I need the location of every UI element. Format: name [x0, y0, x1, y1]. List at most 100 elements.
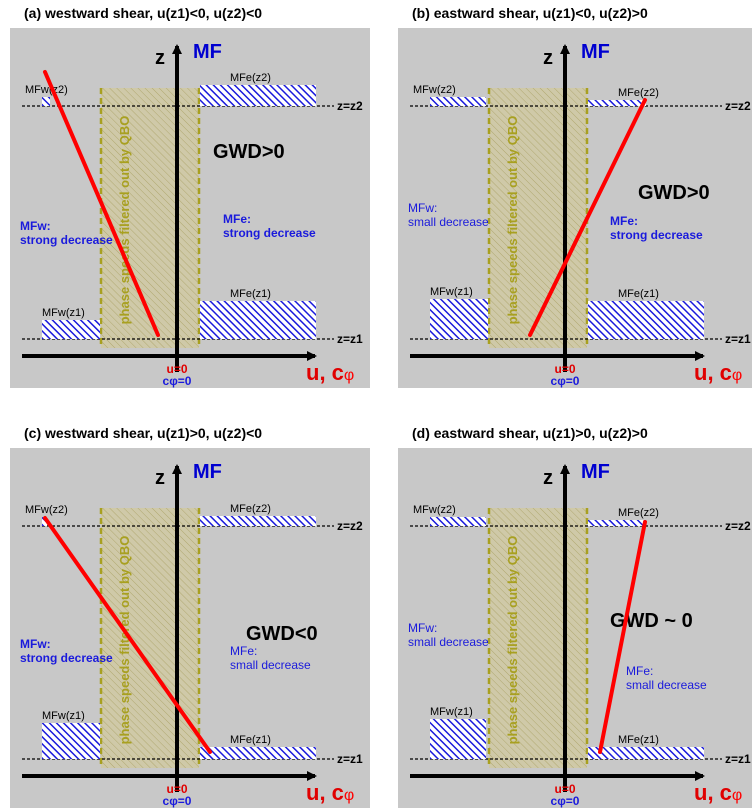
phi-symbol: φ [344, 367, 354, 384]
panel-a: (a) westward shear, u(z1)<0, u(z2)<0 phas… [10, 5, 370, 388]
qbo-band [101, 508, 199, 768]
level-z1-label: z=z1 [725, 332, 751, 346]
gwd-label: GWD>0 [213, 141, 285, 163]
phi-symbol: φ [344, 787, 354, 804]
c-zero-label: cφ=0 [163, 794, 192, 808]
mfw-z2-bar [430, 517, 486, 526]
mfw-z2-label: MFw(z2) [25, 504, 68, 516]
gwd-label: GWD<0 [246, 623, 318, 645]
qbo-band [489, 508, 587, 768]
mfw-z1-bar [42, 320, 100, 339]
mfe-z1-label: MFe(z1) [230, 734, 271, 746]
mfw-z1-label: MFw(z1) [430, 706, 473, 718]
mfw-z2-label: MFw(z2) [413, 84, 456, 96]
mf-profile-line [43, 516, 212, 754]
z-axis-label: z [155, 467, 165, 489]
panel-title: (c) westward shear, u(z1)>0, u(z2)<0 [24, 425, 262, 441]
mfw-z1-bar [430, 299, 488, 339]
mfw-z2-bar [42, 97, 50, 106]
mfe-z2-bar [588, 100, 646, 106]
mfw-description-text: strong decrease [20, 233, 113, 247]
c-zero-label: cφ=0 [163, 374, 192, 388]
mfe-z2-label: MFe(z2) [230, 72, 271, 84]
mf-axis-label: MF [193, 41, 222, 63]
mf-axis-label: MF [193, 461, 222, 483]
mfe-description-title: MFe: [230, 644, 257, 658]
mf-profile-line [598, 520, 647, 754]
z-axis-label: z [543, 47, 553, 69]
c-zero-label: cφ=0 [551, 374, 580, 388]
mf-profile-line [528, 98, 647, 337]
level-z2-label: z=z2 [725, 519, 751, 533]
mfw-description-title: MFw: [408, 201, 437, 215]
mf-profile-line [43, 70, 160, 337]
u-zero-label: u=0 [554, 362, 575, 376]
mfe-z2-bar [200, 516, 316, 526]
qbo-label: phase speeds filtered out by QBO [505, 116, 520, 325]
qbo-band [101, 88, 199, 348]
panel-title: (a) westward shear, u(z1)<0, u(z2)<0 [24, 5, 262, 21]
qbo-label: phase speeds filtered out by QBO [117, 116, 132, 325]
mfe-z2-label: MFe(z2) [618, 87, 659, 99]
mfe-description-text: small decrease [626, 678, 707, 692]
mf-axis-label: MF [581, 41, 610, 63]
qbo-label: phase speeds filtered out by QBO [117, 536, 132, 745]
panel-c: (c) westward shear, u(z1)>0, u(z2)<0 phas… [10, 425, 370, 808]
c-zero-label: cφ=0 [551, 794, 580, 808]
level-z1-label: z=z1 [337, 752, 363, 766]
gwd-label: GWD>0 [638, 182, 710, 204]
level-z2-label: z=z2 [337, 519, 363, 533]
z-axis-label: z [155, 47, 165, 69]
level-z2-label: z=z2 [725, 99, 751, 113]
mfe-z1-bar [200, 747, 316, 759]
mfe-description-title: MFe: [626, 664, 653, 678]
z-axis-label: z [543, 467, 553, 489]
u-zero-label: u=0 [166, 782, 187, 796]
level-z1-label: z=z1 [337, 332, 363, 346]
mfe-z1-bar [588, 747, 704, 759]
mfe-description-title: MFe: [223, 212, 251, 226]
mfw-description-title: MFw: [408, 621, 437, 635]
panel-title: (b) eastward shear, u(z1)<0, u(z2)>0 [412, 5, 648, 21]
mf-axis-label: MF [581, 461, 610, 483]
mfe-z2-label: MFe(z2) [230, 503, 271, 515]
mfw-z2-bar [42, 517, 47, 526]
panel-title: (d) eastward shear, u(z1)>0, u(z2)>0 [412, 425, 648, 441]
mfw-z1-label: MFw(z1) [42, 710, 85, 722]
phi-symbol: φ [732, 787, 742, 804]
panel-d: (d) eastward shear, u(z1)>0, u(z2)>0 phas… [398, 425, 752, 808]
mfw-description-title: MFw: [20, 219, 51, 233]
mfw-z1-bar [430, 719, 486, 759]
panel-b: (b) eastward shear, u(z1)<0, u(z2)>0 phas… [398, 5, 752, 388]
mfe-z1-bar [200, 301, 316, 339]
mfe-z1-label: MFe(z1) [618, 288, 659, 300]
u-zero-label: u=0 [554, 782, 575, 796]
level-z1-label: z=z1 [725, 752, 751, 766]
mfw-z1-label: MFw(z1) [42, 307, 85, 319]
mfe-description-title: MFe: [610, 214, 638, 228]
mfw-z1-label: MFw(z1) [430, 286, 473, 298]
mfw-z2-label: MFw(z2) [413, 504, 456, 516]
gwd-label: GWD ~ 0 [610, 610, 693, 632]
mfw-z2-bar [430, 97, 486, 106]
level-z2-label: z=z2 [337, 99, 363, 113]
mfw-description-text: strong decrease [20, 651, 113, 665]
mfw-description-title: MFw: [20, 637, 51, 651]
mfe-z2-label: MFe(z2) [618, 507, 659, 519]
phi-symbol: φ [732, 367, 742, 384]
qbo-label: phase speeds filtered out by QBO [505, 536, 520, 745]
mfw-z1-bar [42, 723, 100, 759]
u-zero-label: u=0 [166, 362, 187, 376]
mfw-description-text: small decrease [408, 635, 489, 649]
mfe-z2-bar [200, 85, 316, 106]
mfe-z1-label: MFe(z1) [618, 734, 659, 746]
mfw-z2-label: MFw(z2) [25, 84, 68, 96]
qbo-band [489, 88, 587, 348]
mfe-z1-label: MFe(z1) [230, 288, 271, 300]
mfe-description-text: strong decrease [610, 228, 703, 242]
mfw-description-text: small decrease [408, 215, 489, 229]
mfe-description-text: small decrease [230, 658, 311, 672]
mfe-z2-bar [588, 520, 646, 526]
mfe-z1-bar [588, 301, 704, 339]
